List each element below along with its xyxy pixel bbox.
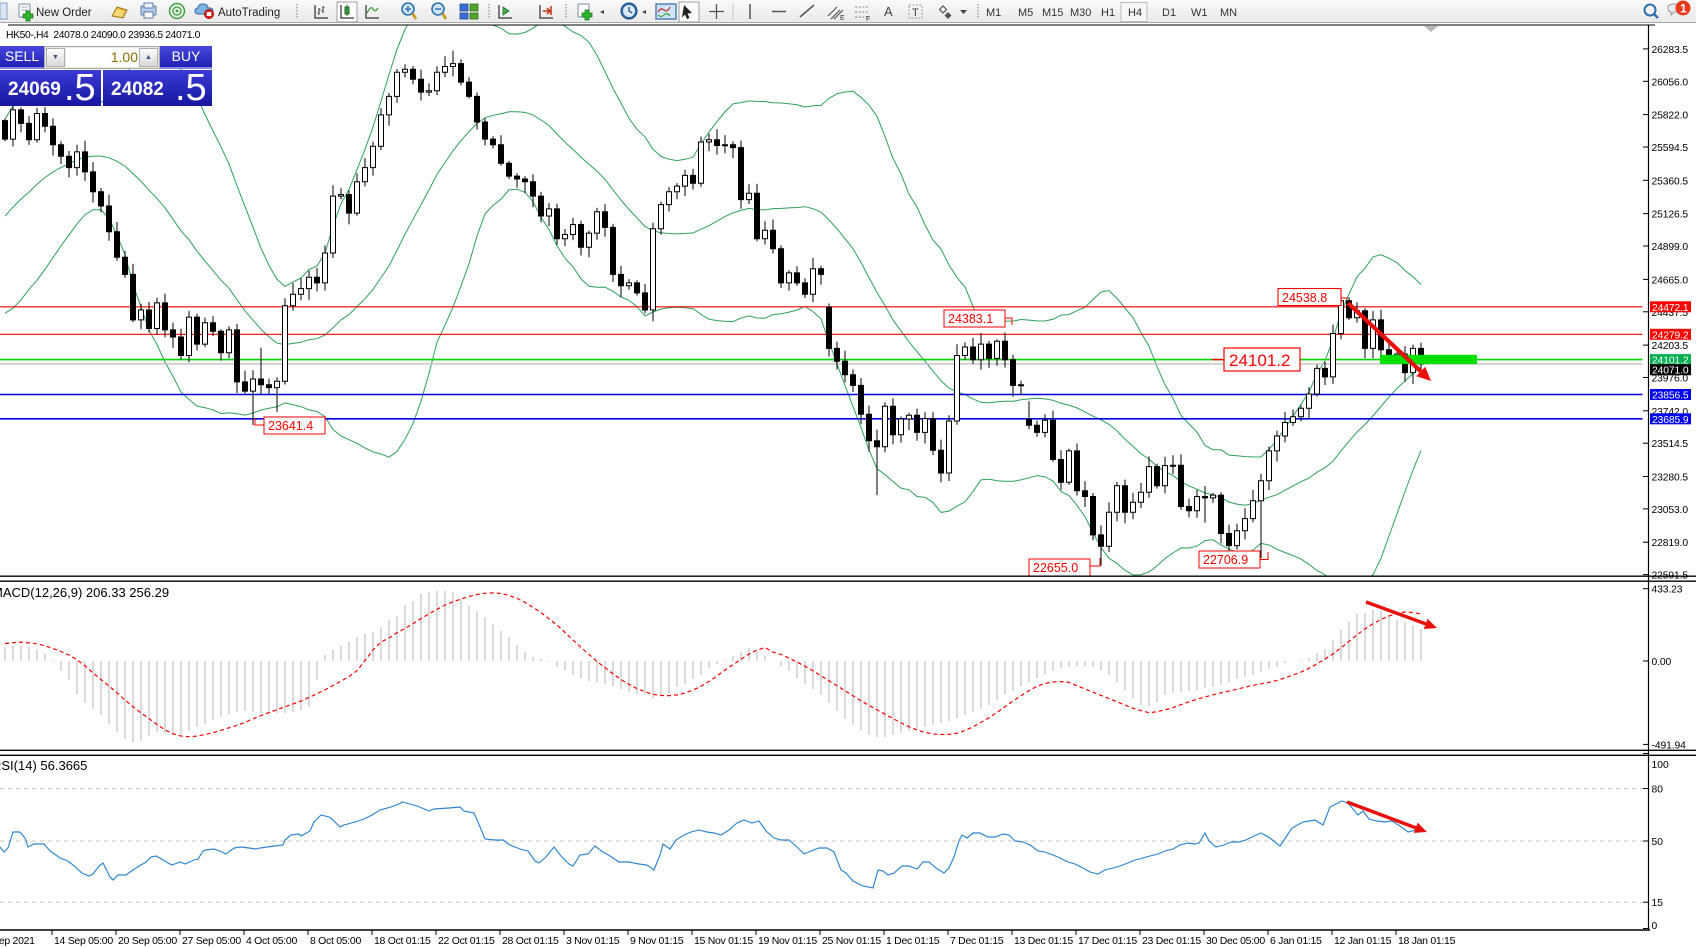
svg-text:New Order: New Order <box>36 7 92 19</box>
svg-text:H1: H1 <box>1101 7 1115 19</box>
svg-text:24203.5: 24203.5 <box>1652 341 1689 352</box>
svg-text:HK50-,H4 24078.0 24090.0 2393: HK50-,H4 24078.0 24090.0 23936.5 24071.0 <box>6 30 201 41</box>
svg-text:0.00: 0.00 <box>1652 657 1672 668</box>
svg-text:14 Sep 05:00: 14 Sep 05:00 <box>54 935 113 947</box>
svg-text:24472.1: 24472.1 <box>1652 303 1689 314</box>
svg-text:18 Jan 01:15: 18 Jan 01:15 <box>1398 935 1456 947</box>
svg-text:MACD(12,26,9) 206.33 256.29: MACD(12,26,9) 206.33 256.29 <box>0 585 169 600</box>
svg-text:18 Oct 01:15: 18 Oct 01:15 <box>374 935 431 947</box>
svg-text:26056.0: 26056.0 <box>1652 77 1689 88</box>
svg-text:27 Sep 05:00: 27 Sep 05:00 <box>182 935 241 947</box>
svg-text:4 Oct 05:00: 4 Oct 05:00 <box>246 935 297 947</box>
svg-text:24071.0: 24071.0 <box>1652 366 1689 377</box>
svg-text:15: 15 <box>1652 898 1664 909</box>
svg-text:24538.8: 24538.8 <box>1282 291 1327 305</box>
svg-text:22819.0: 22819.0 <box>1652 538 1689 549</box>
svg-text:AutoTrading: AutoTrading <box>218 7 280 19</box>
svg-text:25126.5: 25126.5 <box>1652 210 1689 221</box>
svg-text:T: T <box>912 7 919 19</box>
svg-text:24437.5: 24437.5 <box>1652 308 1689 319</box>
svg-text:24665.0: 24665.0 <box>1652 275 1689 286</box>
svg-text:50: 50 <box>1652 837 1664 848</box>
svg-text:8 Oct 05:00: 8 Oct 05:00 <box>310 935 361 947</box>
svg-text:6 Jan 01:15: 6 Jan 01:15 <box>1270 935 1322 947</box>
svg-text:23742.0: 23742.0 <box>1652 407 1689 418</box>
svg-text:M1: M1 <box>986 7 1001 19</box>
svg-text:25594.5: 25594.5 <box>1652 143 1689 154</box>
svg-text:W1: W1 <box>1191 7 1208 19</box>
svg-text:24279.2: 24279.2 <box>1652 330 1689 341</box>
svg-text:MN: MN <box>1220 7 1237 19</box>
svg-text:F: F <box>866 16 870 23</box>
svg-text:23 Dec 01:15: 23 Dec 01:15 <box>1142 935 1201 947</box>
svg-text:23856.5: 23856.5 <box>1652 391 1689 402</box>
svg-text:23685.9: 23685.9 <box>1652 415 1689 426</box>
svg-text:8 Sep 2021: 8 Sep 2021 <box>0 935 35 947</box>
svg-text:24383.1: 24383.1 <box>948 312 993 326</box>
svg-text:D1: D1 <box>1162 7 1176 19</box>
svg-text:3 Nov 01:15: 3 Nov 01:15 <box>566 935 620 947</box>
svg-text:24101.2: 24101.2 <box>1229 351 1290 370</box>
svg-text:23280.5: 23280.5 <box>1652 473 1689 484</box>
svg-text:26283.5: 26283.5 <box>1652 45 1689 56</box>
svg-text:A: A <box>884 4 893 19</box>
svg-text:1 Dec 01:15: 1 Dec 01:15 <box>886 935 940 947</box>
svg-text:25822.0: 25822.0 <box>1652 111 1689 122</box>
svg-text:23641.4: 23641.4 <box>268 419 313 433</box>
svg-text:433.23: 433.23 <box>1652 585 1683 596</box>
svg-text:7 Dec 01:15: 7 Dec 01:15 <box>950 935 1004 947</box>
svg-text:E: E <box>840 15 845 22</box>
svg-text:25360.5: 25360.5 <box>1652 176 1689 187</box>
svg-text:12 Jan 01:15: 12 Jan 01:15 <box>1334 935 1392 947</box>
svg-text:15 Nov 01:15: 15 Nov 01:15 <box>694 935 753 947</box>
svg-text:22591.5: 22591.5 <box>1652 571 1689 582</box>
svg-text:24101.2: 24101.2 <box>1652 356 1689 367</box>
svg-text:22655.0: 22655.0 <box>1033 561 1078 575</box>
svg-text:25 Nov 01:15: 25 Nov 01:15 <box>822 935 881 947</box>
svg-text:19 Nov 01:15: 19 Nov 01:15 <box>758 935 817 947</box>
svg-text:20 Sep 05:00: 20 Sep 05:00 <box>118 935 177 947</box>
svg-text:0: 0 <box>1652 921 1658 932</box>
svg-text:24899.0: 24899.0 <box>1652 242 1689 253</box>
svg-text:23053.0: 23053.0 <box>1652 505 1689 516</box>
svg-text:23976.0: 23976.0 <box>1652 374 1689 385</box>
svg-text:22 Oct 01:15: 22 Oct 01:15 <box>438 935 495 947</box>
svg-text:13 Dec 01:15: 13 Dec 01:15 <box>1014 935 1073 947</box>
svg-text:1: 1 <box>1680 2 1687 16</box>
svg-text:17 Dec 01:15: 17 Dec 01:15 <box>1078 935 1137 947</box>
svg-text:100: 100 <box>1652 760 1669 771</box>
svg-text:23514.5: 23514.5 <box>1652 439 1689 450</box>
svg-text:80: 80 <box>1652 785 1664 796</box>
svg-text:H4: H4 <box>1128 7 1142 19</box>
svg-text:30 Dec 05:00: 30 Dec 05:00 <box>1206 935 1265 947</box>
svg-text:22706.9: 22706.9 <box>1203 553 1248 567</box>
svg-text:M15: M15 <box>1042 7 1063 19</box>
svg-text:9 Nov 01:15: 9 Nov 01:15 <box>630 935 684 947</box>
svg-text:RSI(14) 56.3665: RSI(14) 56.3665 <box>0 758 87 773</box>
svg-text:28 Oct 01:15: 28 Oct 01:15 <box>502 935 559 947</box>
svg-text:M30: M30 <box>1070 7 1091 19</box>
svg-text:M5: M5 <box>1018 7 1033 19</box>
svg-text:-491.94: -491.94 <box>1652 740 1687 751</box>
